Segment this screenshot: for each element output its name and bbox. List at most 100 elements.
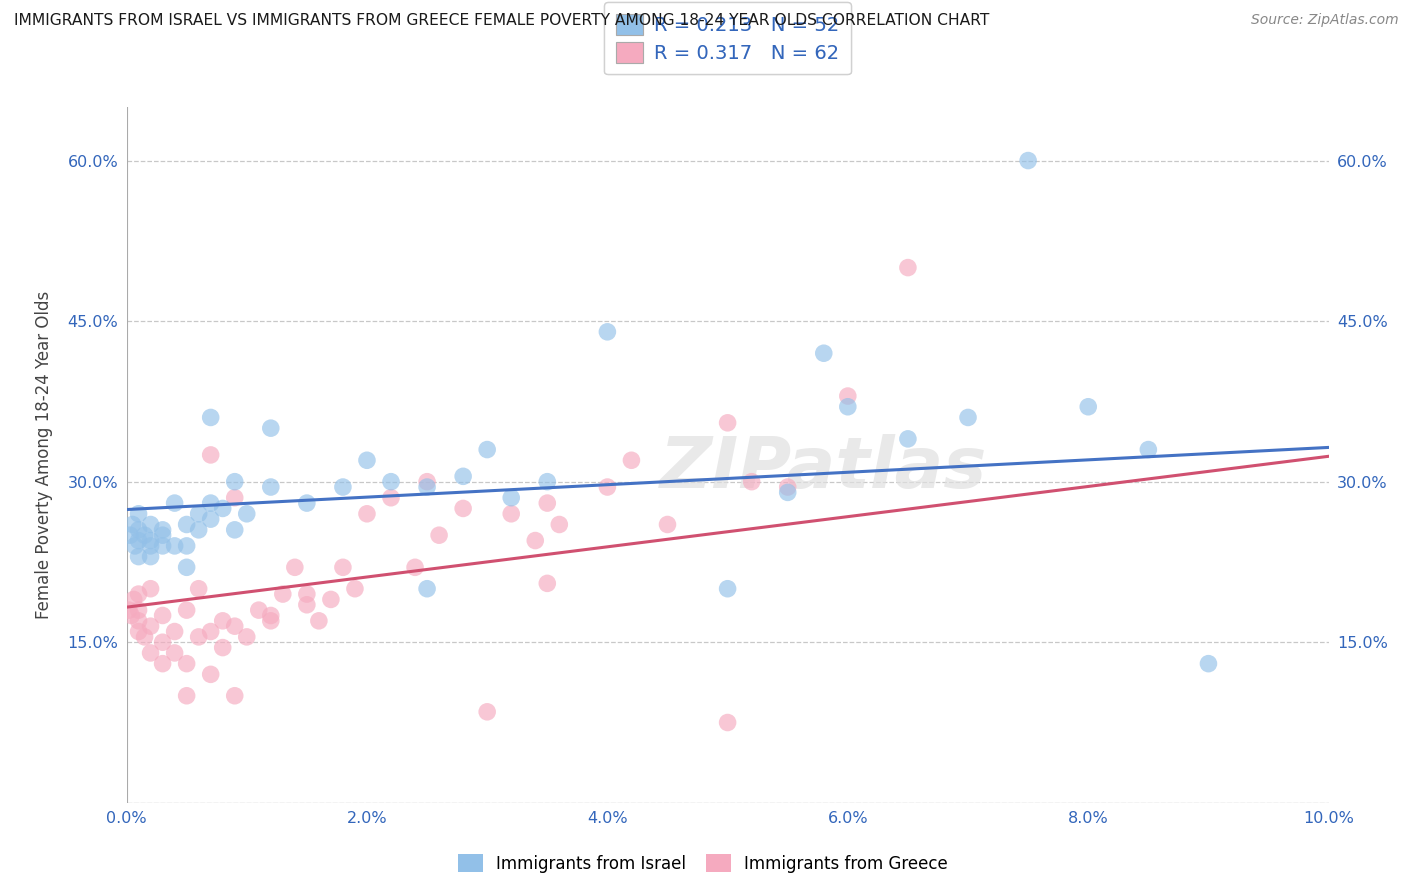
Point [295, 496, 318, 510]
Point [536, 576, 558, 591]
Point [211, 501, 233, 516]
Point [416, 480, 439, 494]
Point [139, 533, 162, 548]
Point [716, 416, 740, 430]
Point [176, 539, 198, 553]
Point [152, 657, 174, 671]
Point [451, 469, 474, 483]
Point [152, 635, 174, 649]
Point [120, 608, 142, 623]
Point [152, 523, 174, 537]
Point [200, 496, 222, 510]
Point [124, 539, 146, 553]
Point [716, 582, 740, 596]
Point [121, 517, 143, 532]
Point [596, 325, 619, 339]
Point [501, 507, 523, 521]
Point [356, 453, 378, 467]
Point [1077, 400, 1099, 414]
Point [134, 630, 156, 644]
Point [187, 523, 209, 537]
Point [128, 603, 150, 617]
Point [128, 624, 150, 639]
Point [224, 523, 246, 537]
Point [308, 614, 330, 628]
Point [224, 689, 246, 703]
Text: Source: ZipAtlas.com: Source: ZipAtlas.com [1251, 13, 1399, 28]
Point [200, 448, 222, 462]
Point [356, 507, 378, 521]
Point [501, 491, 523, 505]
Point [163, 496, 186, 510]
Point [163, 539, 186, 553]
Point [118, 603, 141, 617]
Point [284, 560, 307, 574]
Point [152, 608, 174, 623]
Point [200, 410, 222, 425]
Point [200, 512, 222, 526]
Point [128, 549, 150, 564]
Point [224, 491, 246, 505]
Point [741, 475, 763, 489]
Point [139, 517, 162, 532]
Legend: R = 0.213   N = 52, R = 0.317   N = 62: R = 0.213 N = 52, R = 0.317 N = 62 [603, 2, 852, 75]
Point [122, 592, 145, 607]
Point [187, 630, 209, 644]
Point [128, 587, 150, 601]
Point [211, 640, 233, 655]
Point [343, 582, 366, 596]
Point [152, 528, 174, 542]
Point [536, 496, 558, 510]
Point [332, 560, 354, 574]
Point [260, 421, 283, 435]
Point [176, 560, 198, 574]
Point [176, 689, 198, 703]
Point [380, 475, 402, 489]
Point [235, 630, 259, 644]
Point [897, 432, 920, 446]
Point [260, 480, 283, 494]
Point [837, 389, 859, 403]
Point [176, 603, 198, 617]
Point [163, 624, 186, 639]
Point [837, 400, 859, 414]
Point [128, 507, 150, 521]
Point [536, 475, 558, 489]
Point [200, 667, 222, 681]
Point [716, 715, 740, 730]
Point [260, 614, 283, 628]
Point [152, 539, 174, 553]
Point [128, 533, 150, 548]
Point [295, 598, 318, 612]
Point [235, 507, 259, 521]
Point [380, 491, 402, 505]
Point [295, 587, 318, 601]
Point [176, 517, 198, 532]
Point [271, 587, 294, 601]
Point [897, 260, 920, 275]
Point [1197, 657, 1219, 671]
Text: IMMIGRANTS FROM ISRAEL VS IMMIGRANTS FROM GREECE FEMALE POVERTY AMONG 18-24 YEAR: IMMIGRANTS FROM ISRAEL VS IMMIGRANTS FRO… [14, 13, 990, 29]
Point [524, 533, 547, 548]
Point [224, 619, 246, 633]
Point [332, 480, 354, 494]
Point [1137, 442, 1160, 457]
Point [200, 624, 222, 639]
Point [139, 619, 162, 633]
Point [163, 646, 186, 660]
Point [596, 480, 619, 494]
Point [416, 475, 439, 489]
Y-axis label: Female Poverty Among 18-24 Year Olds: Female Poverty Among 18-24 Year Olds [35, 291, 53, 619]
Point [776, 485, 799, 500]
Point [813, 346, 835, 360]
Point [128, 614, 150, 628]
Point [956, 410, 979, 425]
Point [139, 539, 162, 553]
Point [657, 517, 679, 532]
Point [776, 480, 799, 494]
Point [139, 582, 162, 596]
Point [451, 501, 474, 516]
Point [224, 475, 246, 489]
Point [404, 560, 426, 574]
Point [260, 608, 283, 623]
